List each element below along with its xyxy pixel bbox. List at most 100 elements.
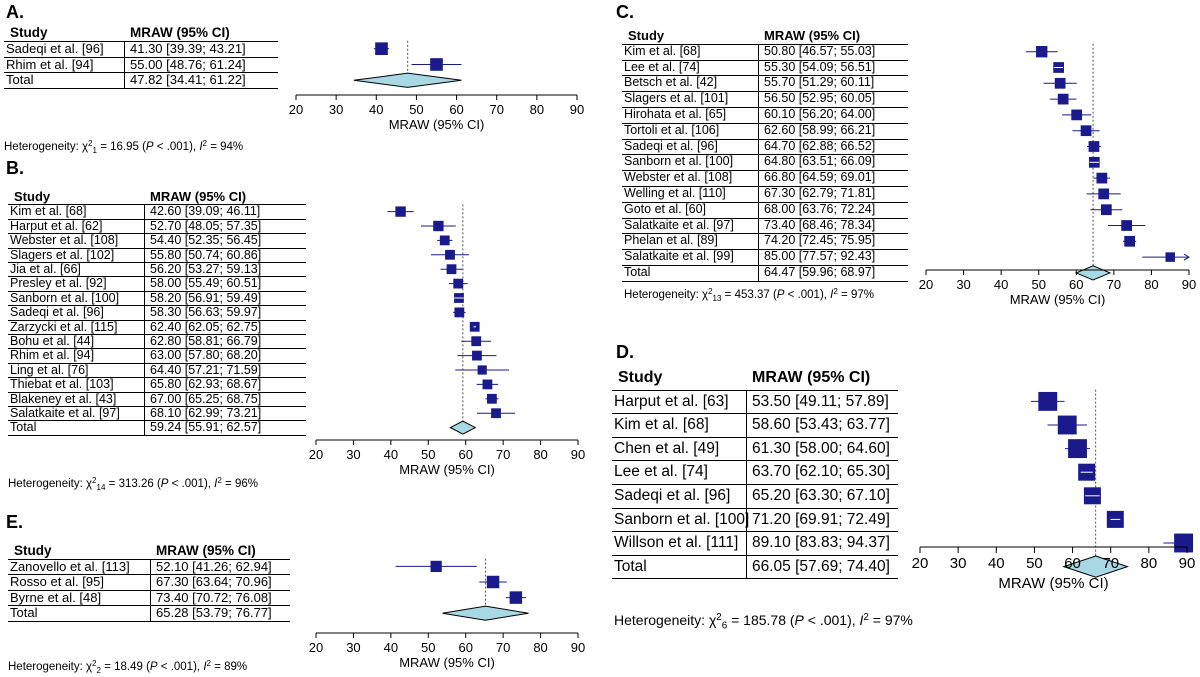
x-tick-label: 70 (495, 640, 511, 655)
heterogeneity-stat: = 313.26 ( (105, 478, 161, 491)
table-row: Kim et al. [68] 42.60 [39.09; 46.11] (8, 204, 306, 220)
effect-ci: 89.10 [83.83; 94.37] (752, 534, 890, 552)
column-divider (144, 262, 145, 277)
x-tick-label: 90 (1178, 555, 1196, 572)
table-row: Hirohata et al. [65] 60.10 [56.20; 64.00] (622, 107, 908, 124)
study-estimate (1054, 77, 1066, 89)
heterogeneity-stat: = 453.37 ( (721, 289, 777, 302)
total-row: Total 47.82 [34.41; 61.22] (4, 72, 278, 90)
study-name: Webster et al. [108] (10, 233, 119, 248)
table-header: Study MRAW (95% CI) (612, 366, 898, 391)
ci-arrow (1183, 253, 1190, 261)
x-tick-label: 40 (383, 640, 399, 655)
chi-square-exponent: 2 (716, 612, 722, 624)
study-estimate (1165, 252, 1175, 262)
x-tick-label: 80 (1140, 555, 1158, 572)
study-estimate (1098, 188, 1110, 200)
effect-ci: 73.40 [70.72; 76.08] (156, 589, 272, 605)
study-name: Welling et al. [110] (624, 186, 726, 200)
total-row: Total 59.24 [55.91; 62.57] (8, 420, 306, 436)
column-divider (144, 247, 145, 262)
study-name: Harput et al. [63] (614, 392, 729, 410)
column-divider (746, 436, 747, 461)
heterogeneity-p: P (776, 289, 785, 302)
study-estimate (433, 220, 444, 232)
table-row: Salatkaite et al. [99] 85.00 [77.57; 92.4… (622, 249, 908, 266)
x-axis-label: MRAW (95% CI) (399, 462, 495, 477)
heterogeneity-p-rest: < .001), (153, 141, 200, 154)
effect-ci: 67.00 [65.25; 68.75] (150, 391, 262, 406)
heterogeneity-df: 13 (712, 293, 722, 303)
table-header: Study MRAW (95% CI) (4, 25, 278, 42)
panel-label: B. (6, 158, 24, 178)
column-header-effect: MRAW (95% CI) (150, 189, 247, 204)
forest-plot (315, 558, 579, 638)
column-divider (124, 72, 125, 89)
column-header-study: Study (10, 25, 48, 40)
table-row: Rhim et al. [94] 63.00 [57.80; 68.20] (8, 348, 306, 364)
table-row: Webster et al. [108] 54.40 [52.35; 56.45] (8, 233, 306, 249)
column-divider (144, 334, 145, 349)
pooled-diamond (1074, 265, 1112, 281)
x-tick-label: 50 (421, 640, 436, 655)
study-name: Hirohata et al. [65] (624, 107, 727, 121)
effect-ci: 58.30 [56.63; 59.97] (150, 305, 262, 320)
heterogeneity-i-rest: = 94% (207, 141, 244, 154)
table-row: Rhim et al. [94] 55.00 [48.76; 61.24] (4, 56, 278, 74)
study-estimate (1124, 235, 1136, 247)
column-divider (144, 305, 145, 320)
effect-ci: 68.10 [62.99; 73.21] (150, 406, 262, 420)
column-divider (144, 319, 145, 334)
table-row: Zarzycki et al. [115] 62.40 [62.05; 62.75… (8, 319, 306, 335)
panel-label: C. (616, 2, 634, 22)
study-name: Sanborn et al. [100] (624, 154, 734, 169)
effect-ci: 71.20 [69.91; 72.49] (752, 510, 890, 528)
study-estimate (1100, 204, 1112, 216)
x-tick-label: 70 (1106, 277, 1122, 292)
study-estimate (1174, 533, 1194, 553)
heterogeneity-prefix: Heterogeneity: χ (8, 478, 93, 491)
table-divider (612, 389, 898, 391)
column-divider (758, 75, 759, 92)
column-divider (746, 389, 747, 414)
study-name: Tortoli et al. [106] (624, 122, 720, 137)
heterogeneity-stat: = 185.78 ( (727, 612, 795, 628)
column-header-study: Study (14, 189, 51, 204)
heterogeneity-i: I (859, 612, 864, 628)
table-row: Lee et al. [74] 63.70 [62.10; 65.30] (612, 460, 898, 485)
x-tick-label: 20 (918, 277, 934, 292)
effect-ci: 67.30 [63.64; 70.96] (156, 574, 272, 590)
effect-ci: 65.20 [63.30; 67.10] (752, 487, 890, 504)
study-estimate (472, 350, 482, 361)
table-row: Ling et al. [76] 64.40 [57.21; 71.59] (8, 362, 306, 379)
study-estimate (491, 408, 501, 419)
table-row: Sadeqi et al. [96] 41.30 [39.39; 43.21] (4, 40, 278, 58)
effect-ci: 64.47 [59.96; 68.97] (764, 265, 876, 279)
study-name: Phelan et al. [89] (624, 233, 718, 248)
column-divider (746, 554, 747, 579)
i-square-exponent: 2 (863, 612, 869, 624)
study-name: Sadeqi et al. [96] (614, 487, 731, 504)
study-name: Harput et al. [62] (10, 218, 103, 233)
study-name: Salatkaite et al. [99] (624, 249, 734, 264)
study-name: Zanovello et al. [113] (10, 558, 130, 574)
table-row: Bohu et al. [44] 62.80 [58.81; 66.79] (8, 334, 306, 350)
study-estimate (454, 307, 465, 318)
study-name: Slagers et al. [102] (10, 247, 115, 262)
effect-ci: 56.50 [52.95; 60.05] (764, 91, 876, 106)
effect-ci: 61.30 [58.00; 64.60] (752, 439, 890, 457)
column-divider (144, 420, 145, 435)
study-estimate (1071, 109, 1083, 121)
study-name: Kim et al. [68] (624, 43, 701, 58)
study-name: Willson et al. [111] (614, 534, 739, 552)
column-divider (758, 217, 759, 234)
forest-plot (315, 204, 579, 445)
study-estimate (482, 379, 493, 390)
heterogeneity-prefix: Heterogeneity: χ (624, 289, 709, 302)
x-tick-label: 50 (1026, 555, 1043, 572)
chi-square-exponent: 2 (88, 139, 93, 148)
column-divider (124, 40, 125, 57)
effect-ci: 55.30 [54.09; 56.51] (764, 59, 876, 74)
column-divider (758, 59, 759, 76)
panel-label: A. (6, 2, 24, 22)
